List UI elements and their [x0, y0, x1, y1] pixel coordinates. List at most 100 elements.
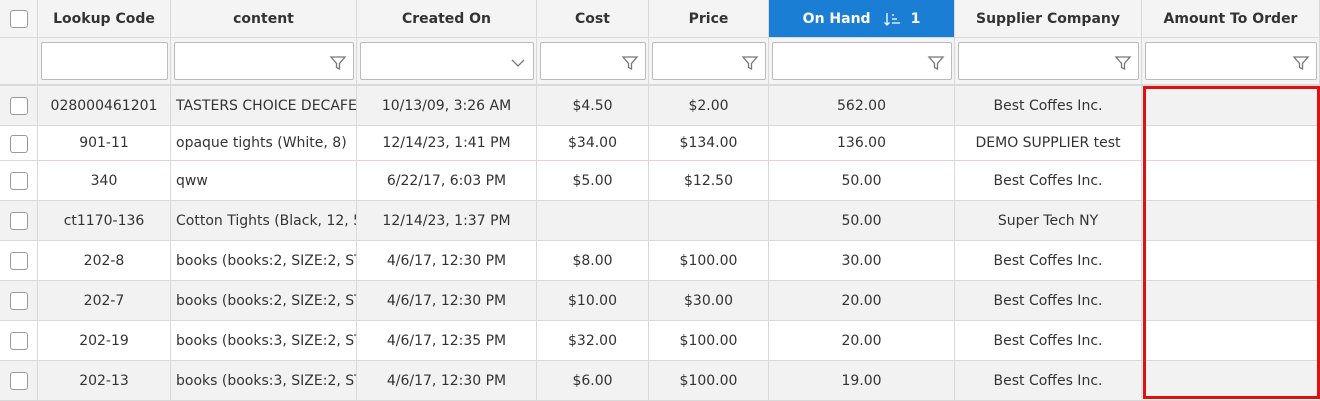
data-cell	[1142, 161, 1320, 201]
filter-input[interactable]	[41, 42, 168, 80]
filter-cell	[769, 38, 955, 86]
data-cell: 12/14/23, 1:41 PM	[357, 126, 537, 161]
column-header[interactable]: Price	[649, 0, 769, 38]
data-cell	[1142, 321, 1320, 361]
data-cell: books (books:3, SIZE:2, ST	[171, 361, 357, 401]
data-cell: $30.00	[649, 281, 769, 321]
row-select-cell	[0, 241, 38, 281]
filter-cell	[171, 38, 357, 86]
funnel-icon	[741, 56, 759, 71]
data-cell: opaque tights (White, 8)	[171, 126, 357, 161]
column-title: Supplier Company	[975, 10, 1120, 27]
data-cell: $134.00	[649, 126, 769, 161]
data-cell: ct1170-136	[38, 201, 171, 241]
column-title: On Hand	[802, 10, 871, 27]
column-header[interactable]: Lookup Code	[38, 0, 171, 38]
data-cell: 202-7	[38, 281, 171, 321]
data-cell: books (books:3, SIZE:2, ST	[171, 321, 357, 361]
column-header[interactable]: On Hand 1	[769, 0, 955, 38]
data-cell: $12.50	[649, 161, 769, 201]
data-cell: 20.00	[769, 321, 955, 361]
data-cell: $100.00	[649, 241, 769, 281]
row-select-cell	[0, 281, 38, 321]
data-cell: $8.00	[537, 241, 649, 281]
data-cell: 4/6/17, 12:35 PM	[357, 321, 537, 361]
column-header[interactable]: Amount To Order	[1142, 0, 1320, 38]
column-title: Created On	[401, 10, 492, 27]
data-cell: Best Coffes Inc.	[955, 161, 1142, 201]
data-cell: 202-19	[38, 321, 171, 361]
filter-cell	[1142, 38, 1320, 86]
data-cell: $32.00	[537, 321, 649, 361]
filter-input[interactable]	[540, 42, 646, 80]
data-cell: 562.00	[769, 86, 955, 126]
data-cell: 20.00	[769, 281, 955, 321]
funnel-icon	[621, 56, 639, 71]
filter-cell	[537, 38, 649, 86]
row-checkbox[interactable]	[10, 134, 28, 153]
filter-input[interactable]	[652, 42, 766, 80]
data-cell	[537, 201, 649, 241]
filter-cell	[955, 38, 1142, 86]
data-cell: $100.00	[649, 361, 769, 401]
column-title: content	[233, 10, 294, 27]
sort-index: 1	[910, 10, 921, 27]
funnel-icon	[1292, 56, 1310, 71]
data-cell: DEMO SUPPLIER test	[955, 126, 1142, 161]
row-checkbox[interactable]	[10, 212, 28, 230]
data-cell: Best Coffes Inc.	[955, 241, 1142, 281]
column-header[interactable]: Supplier Company	[955, 0, 1142, 38]
data-cell	[1142, 86, 1320, 126]
data-cell: $4.50	[537, 86, 649, 126]
column-title: Lookup Code	[53, 10, 155, 27]
row-select-cell	[0, 161, 38, 201]
row-checkbox[interactable]	[10, 97, 28, 115]
filter-input[interactable]	[360, 42, 534, 80]
data-cell: Super Tech NY	[955, 201, 1142, 241]
data-cell	[649, 201, 769, 241]
data-cell: Best Coffes Inc.	[955, 281, 1142, 321]
row-select-cell	[0, 201, 38, 241]
data-cell	[1142, 361, 1320, 401]
data-cell: $5.00	[537, 161, 649, 201]
data-cell: qww	[171, 161, 357, 201]
data-cell: 10/13/09, 3:26 AM	[357, 86, 537, 126]
column-header[interactable]: Cost	[537, 0, 649, 38]
select-all-checkbox[interactable]	[10, 10, 28, 28]
data-cell: TASTERS CHOICE DECAFE	[171, 86, 357, 126]
column-title: Price	[688, 10, 729, 27]
row-select-cell	[0, 86, 38, 126]
data-cell: 4/6/17, 12:30 PM	[357, 241, 537, 281]
row-checkbox[interactable]	[10, 292, 28, 310]
filter-input[interactable]	[772, 42, 952, 80]
filter-input[interactable]	[1145, 42, 1317, 80]
data-cell: Best Coffes Inc.	[955, 86, 1142, 126]
data-cell	[1142, 281, 1320, 321]
row-checkbox[interactable]	[10, 172, 28, 190]
data-cell: 340	[38, 161, 171, 201]
filter-input[interactable]	[958, 42, 1139, 80]
data-cell: books (books:2, SIZE:2, ST	[171, 241, 357, 281]
data-cell: $2.00	[649, 86, 769, 126]
data-cell: 4/6/17, 12:30 PM	[357, 361, 537, 401]
data-cell: 202-13	[38, 361, 171, 401]
row-checkbox[interactable]	[10, 332, 28, 350]
row-checkbox[interactable]	[10, 252, 28, 270]
row-select-cell	[0, 361, 38, 401]
data-cell: Best Coffes Inc.	[955, 361, 1142, 401]
chevron-icon	[511, 59, 525, 67]
column-header[interactable]: Created On	[357, 0, 537, 38]
data-cell: 50.00	[769, 161, 955, 201]
column-header[interactable]: content	[171, 0, 357, 38]
filter-input[interactable]	[174, 42, 354, 80]
data-cell: 202-8	[38, 241, 171, 281]
data-cell: $6.00	[537, 361, 649, 401]
data-cell: Cotton Tights (Black, 12, 5	[171, 201, 357, 241]
row-checkbox[interactable]	[10, 372, 28, 390]
data-cell: 12/14/23, 1:37 PM	[357, 201, 537, 241]
data-cell: Best Coffes Inc.	[955, 321, 1142, 361]
header-cell	[0, 0, 38, 38]
sort-icon	[883, 12, 900, 26]
data-cell: 028000461201	[38, 86, 171, 126]
funnel-icon	[329, 56, 347, 71]
